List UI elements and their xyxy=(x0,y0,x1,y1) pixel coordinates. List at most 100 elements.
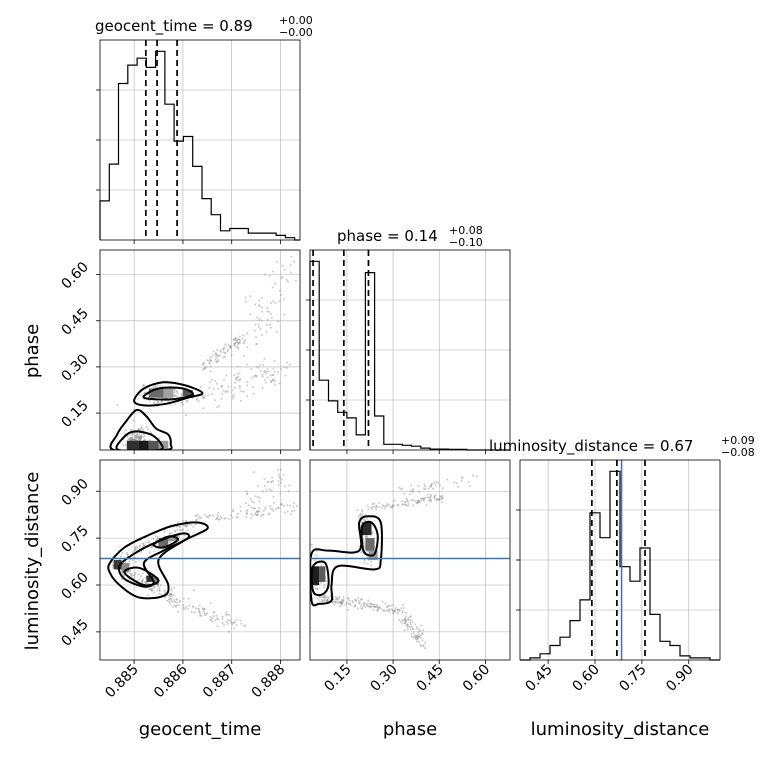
scatter-panel-geocent-time-vs-phase-point-504 xyxy=(234,337,237,340)
scatter-panel-geocent-time-vs-phase-point-558 xyxy=(278,289,281,292)
scatter-panel-phase-vs-luminosity-distance-point-478 xyxy=(441,487,444,490)
scatter-panel-geocent-time-vs-luminosity-distance-point-26 xyxy=(192,525,195,528)
scatter-panel-geocent-time-vs-phase-point-546 xyxy=(217,359,220,361)
scatter-panel-geocent-time-vs-luminosity-distance-point-275 xyxy=(239,510,242,513)
scatter-panel-geocent-time-vs-phase-point-392 xyxy=(227,386,230,388)
scatter-panel-phase-vs-luminosity-distance-point-184 xyxy=(407,625,410,628)
scatter-panel-geocent-time-vs-phase-point-227 xyxy=(169,404,172,406)
scatter-panel-phase-vs-luminosity-distance-point-131 xyxy=(384,609,387,612)
scatter-panel-geocent-time-vs-luminosity-distance-point-28 xyxy=(111,561,114,564)
scatter-panel-geocent-time-vs-phase-point-371 xyxy=(276,371,279,374)
scatter-panel-phase-vs-luminosity-distance-point-79 xyxy=(362,601,365,604)
scatter-panel-phase-vs-luminosity-distance-frame xyxy=(309,459,511,661)
scatter-panel-geocent-time-vs-phase-point-399 xyxy=(197,400,200,403)
scatter-panel-geocent-time-vs-luminosity-distance-point-41 xyxy=(147,541,150,544)
scatter-panel-geocent-time-vs-phase-point-608 xyxy=(255,365,258,368)
scatter-panel-phase-vs-luminosity-distance-point-44 xyxy=(349,602,352,605)
scatter-panel-geocent-time-vs-luminosity-distance-point-262 xyxy=(200,516,203,519)
scatter-panel-phase-vs-luminosity-distance-point-457 xyxy=(435,480,438,483)
scatter-panel-geocent-time-vs-phase-point-513 xyxy=(202,368,205,371)
scatter-panel-geocent-time-vs-luminosity-distance-point-169 xyxy=(144,582,147,584)
scatter-panel-geocent-time-vs-phase-point-199 xyxy=(138,436,141,439)
scatter-panel-phase-vs-luminosity-distance-point-108 xyxy=(368,602,371,605)
scatter-panel-geocent-time-vs-phase-point-385 xyxy=(272,379,275,382)
scatter-panel-geocent-time-vs-phase-point-298 xyxy=(173,388,176,391)
scatter-panel-geocent-time-vs-phase-point-606 xyxy=(246,346,249,349)
scatter-panel-geocent-time-vs-phase-point-530 xyxy=(233,343,236,346)
scatter-panel-geocent-time-vs-phase-contour-3 xyxy=(142,386,194,401)
scatter-panel-phase-vs-luminosity-distance-point-15 xyxy=(354,605,356,608)
xtick-label-phase-1: 0.30 xyxy=(368,662,401,695)
scatter-panel-geocent-time-vs-luminosity-distance-point-365 xyxy=(177,610,180,613)
scatter-panel-phase-vs-luminosity-distance-point-354 xyxy=(416,499,419,502)
scatter-panel-phase-vs-luminosity-distance-point-221 xyxy=(410,615,412,618)
scatter-panel-geocent-time-vs-phase-point-534 xyxy=(218,354,221,357)
scatter-panel-phase-vs-luminosity-distance-point-16 xyxy=(324,595,327,598)
scatter-panel-geocent-time-vs-phase-point-155 xyxy=(144,438,146,441)
scatter-panel-phase-vs-luminosity-distance-point-170 xyxy=(400,620,403,623)
scatter-panel-phase-vs-luminosity-distance-point-454 xyxy=(409,490,412,492)
scatter-panel-geocent-time-vs-phase-point-374 xyxy=(223,379,225,382)
scatter-panel-geocent-time-vs-phase-point-542 xyxy=(229,345,232,347)
scatter-panel-geocent-time-vs-luminosity-distance-point-451 xyxy=(279,492,282,495)
scatter-panel-geocent-time-vs-phase-point-600 xyxy=(285,279,288,281)
scatter-panel-geocent-time-vs-phase-point-114 xyxy=(137,435,139,438)
scatter-panel-phase-vs-luminosity-distance-point-24 xyxy=(393,609,396,612)
scatter-panel-geocent-time-vs-phase-point-479 xyxy=(209,365,212,368)
scatter-panel-geocent-time-vs-phase-point-584 xyxy=(244,300,247,303)
scatter-panel-geocent-time-vs-luminosity-distance-point-364 xyxy=(197,608,200,611)
scatter-panel-geocent-time-vs-phase-point-304 xyxy=(159,385,162,388)
scatter-panel-phase-vs-luminosity-distance-point-178 xyxy=(414,623,417,626)
scatter-panel-phase-vs-luminosity-distance-point-210 xyxy=(412,628,415,631)
scatter-panel-phase-vs-luminosity-distance-point-359 xyxy=(433,495,436,498)
scatter-panel-phase-vs-luminosity-distance-point-236 xyxy=(371,530,374,533)
scatter-panel-geocent-time-vs-luminosity-distance-point-311 xyxy=(286,510,289,513)
scatter-panel-phase-vs-luminosity-distance-point-105 xyxy=(355,599,358,602)
scatter-panel-geocent-time-vs-luminosity-distance-point-282 xyxy=(217,512,220,514)
scatter-panel-phase-vs-luminosity-distance-point-5 xyxy=(322,596,325,599)
scatter-panel-phase-vs-luminosity-distance-point-211 xyxy=(401,622,404,625)
scatter-panel-phase-vs-luminosity-distance-point-212 xyxy=(414,637,417,639)
scatter-panel-geocent-time-vs-luminosity-distance-point-35 xyxy=(126,553,129,556)
scatter-panel-phase-vs-luminosity-distance-point-406 xyxy=(428,499,431,502)
scatter-panel-phase-vs-luminosity-distance-point-442 xyxy=(437,481,440,484)
scatter-panel-phase-vs-luminosity-distance-point-384 xyxy=(397,503,400,506)
scatter-panel-geocent-time-vs-luminosity-distance-point-206 xyxy=(170,600,173,603)
scatter-panel-geocent-time-vs-phase-point-434 xyxy=(192,397,194,400)
scatter-panel-geocent-time-vs-luminosity-distance-point-478 xyxy=(272,479,274,482)
scatter-panel-geocent-time-vs-luminosity-distance-point-285 xyxy=(280,502,283,505)
scatter-panel-phase-vs-luminosity-distance-point-377 xyxy=(440,496,442,498)
scatter-panel-phase-vs-luminosity-distance-point-150 xyxy=(401,619,404,622)
scatter-panel-geocent-time-vs-phase-point-415 xyxy=(246,363,249,366)
scatter-panel-geocent-time-vs-luminosity-distance-point-9 xyxy=(154,539,157,542)
scatter-panel-phase-vs-luminosity-distance-point-435 xyxy=(384,504,387,507)
scatter-panel-phase-vs-luminosity-distance-point-37 xyxy=(355,599,357,602)
scatter-panel-phase-vs-luminosity-distance-point-252 xyxy=(362,542,365,545)
scatter-panel-geocent-time-vs-phase-point-589 xyxy=(266,323,268,326)
scatter-panel-geocent-time-vs-luminosity-distance-point-119 xyxy=(135,545,138,548)
scatter-panel-phase-vs-luminosity-distance-point-535 xyxy=(314,559,317,562)
scatter-panel-geocent-time-vs-luminosity-distance-point-211 xyxy=(138,578,141,581)
scatter-panel-geocent-time-vs-luminosity-distance-density-cell-1 xyxy=(121,563,130,573)
scatter-panel-geocent-time-vs-luminosity-distance-point-462 xyxy=(283,485,286,488)
title-geocent-time-label: geocent_time = 0.89 xyxy=(95,17,253,36)
scatter-panel-geocent-time-vs-phase-point-548 xyxy=(236,338,239,341)
scatter-panel-geocent-time-vs-luminosity-distance-point-108 xyxy=(133,548,136,551)
scatter-panel-phase-vs-luminosity-distance-point-124 xyxy=(323,596,326,599)
scatter-panel-geocent-time-vs-luminosity-distance-point-361 xyxy=(174,604,177,607)
scatter-panel-phase-vs-luminosity-distance-point-198 xyxy=(415,626,418,629)
scatter-panel-geocent-time-vs-phase-point-455 xyxy=(273,370,276,373)
scatter-panel-phase-vs-luminosity-distance-point-250 xyxy=(363,562,366,564)
scatter-panel-geocent-time-vs-phase-point-184 xyxy=(131,438,134,441)
scatter-panel-phase-vs-luminosity-distance-point-175 xyxy=(398,618,401,621)
scatter-panel-geocent-time-vs-luminosity-distance-point-325 xyxy=(255,514,258,517)
scatter-panel-geocent-time-vs-luminosity-distance-point-437 xyxy=(174,600,177,603)
scatter-panel-geocent-time-vs-luminosity-distance-point-393 xyxy=(223,624,225,627)
scatter-panel-geocent-time-vs-luminosity-distance-point-252 xyxy=(147,594,149,597)
scatter-panel-phase-vs-luminosity-distance-point-386 xyxy=(416,501,419,504)
scatter-panel-geocent-time-vs-luminosity-distance-point-182 xyxy=(163,590,166,593)
scatter-panel-phase-vs-luminosity-distance-point-191 xyxy=(416,638,418,641)
scatter-panel-phase-vs-luminosity-distance-point-353 xyxy=(375,504,378,507)
scatter-panel-phase-vs-luminosity-distance-point-370 xyxy=(402,503,405,506)
scatter-panel-geocent-time-vs-phase-point-560 xyxy=(256,316,259,319)
